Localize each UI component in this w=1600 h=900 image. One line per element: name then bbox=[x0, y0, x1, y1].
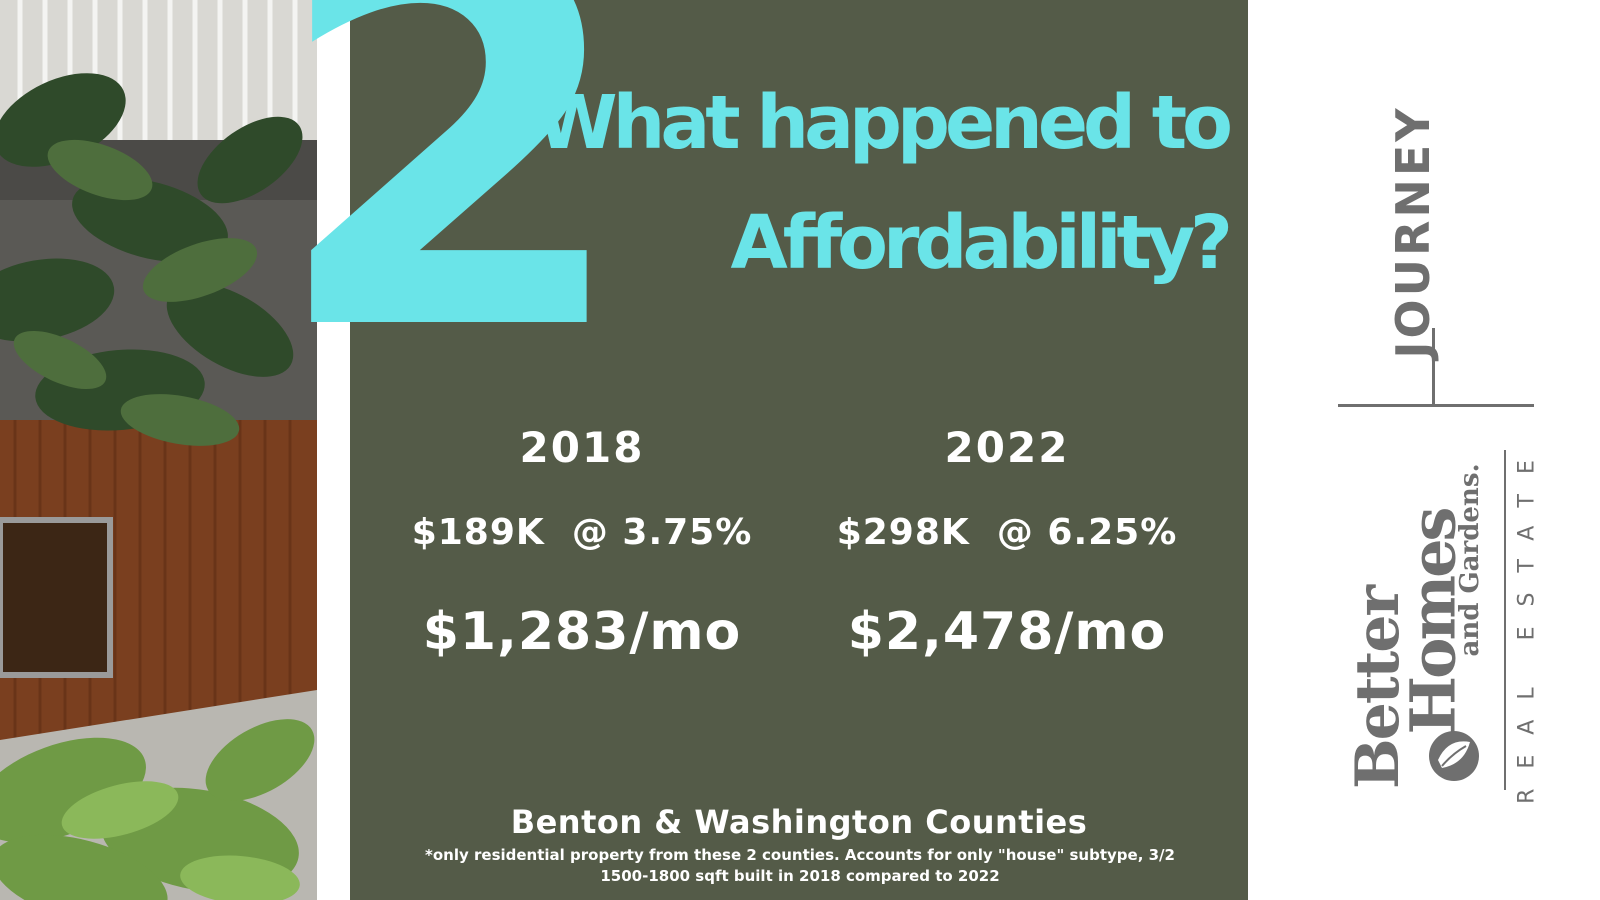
content-panel bbox=[350, 0, 1248, 900]
footer-title: Benton & Washington Counties bbox=[510, 803, 1088, 841]
year-label: 2022 bbox=[944, 423, 1070, 472]
logo-divider-horizontal bbox=[1338, 404, 1534, 407]
headline-line-1: What happened to bbox=[536, 80, 1233, 166]
price-rate: $189K @ 3.75% bbox=[411, 512, 753, 553]
footnote: *only residential property from these 2 … bbox=[420, 845, 1180, 887]
footnote-line-2: 1500-1800 sqft built in 2018 compared to… bbox=[600, 867, 1000, 885]
building-plants-photo bbox=[0, 0, 317, 900]
logo-journey: JOURNEY bbox=[1386, 105, 1440, 359]
price-rate: $298K @ 6.25% bbox=[836, 512, 1178, 553]
logo-divider-line bbox=[1504, 450, 1506, 790]
monthly-payment: $1,283/mo bbox=[422, 602, 742, 662]
monthly-payment: $2,478/mo bbox=[847, 602, 1167, 662]
brand-logo-area bbox=[1248, 0, 1600, 900]
comparison-2018: 2018 $189K @ 3.75% $1,283/mo bbox=[372, 0, 792, 900]
footnote-line-1: *only residential property from these 2 … bbox=[425, 846, 1175, 864]
bhg-leaf-mark-icon bbox=[1429, 731, 1479, 781]
comparison-2022: 2022 $298K @ 6.25% $2,478/mo bbox=[797, 0, 1217, 900]
headline-line-2: Affordability? bbox=[730, 200, 1233, 286]
building-plants-illustration bbox=[0, 0, 317, 900]
logo-and-gardens: and Gardens. bbox=[1455, 463, 1485, 657]
logo-real-estate: REAL ESTATE bbox=[1514, 440, 1540, 804]
year-label: 2018 bbox=[519, 423, 645, 472]
slide-number: 2 bbox=[270, 0, 632, 445]
logo-divider-vertical bbox=[1432, 328, 1435, 406]
